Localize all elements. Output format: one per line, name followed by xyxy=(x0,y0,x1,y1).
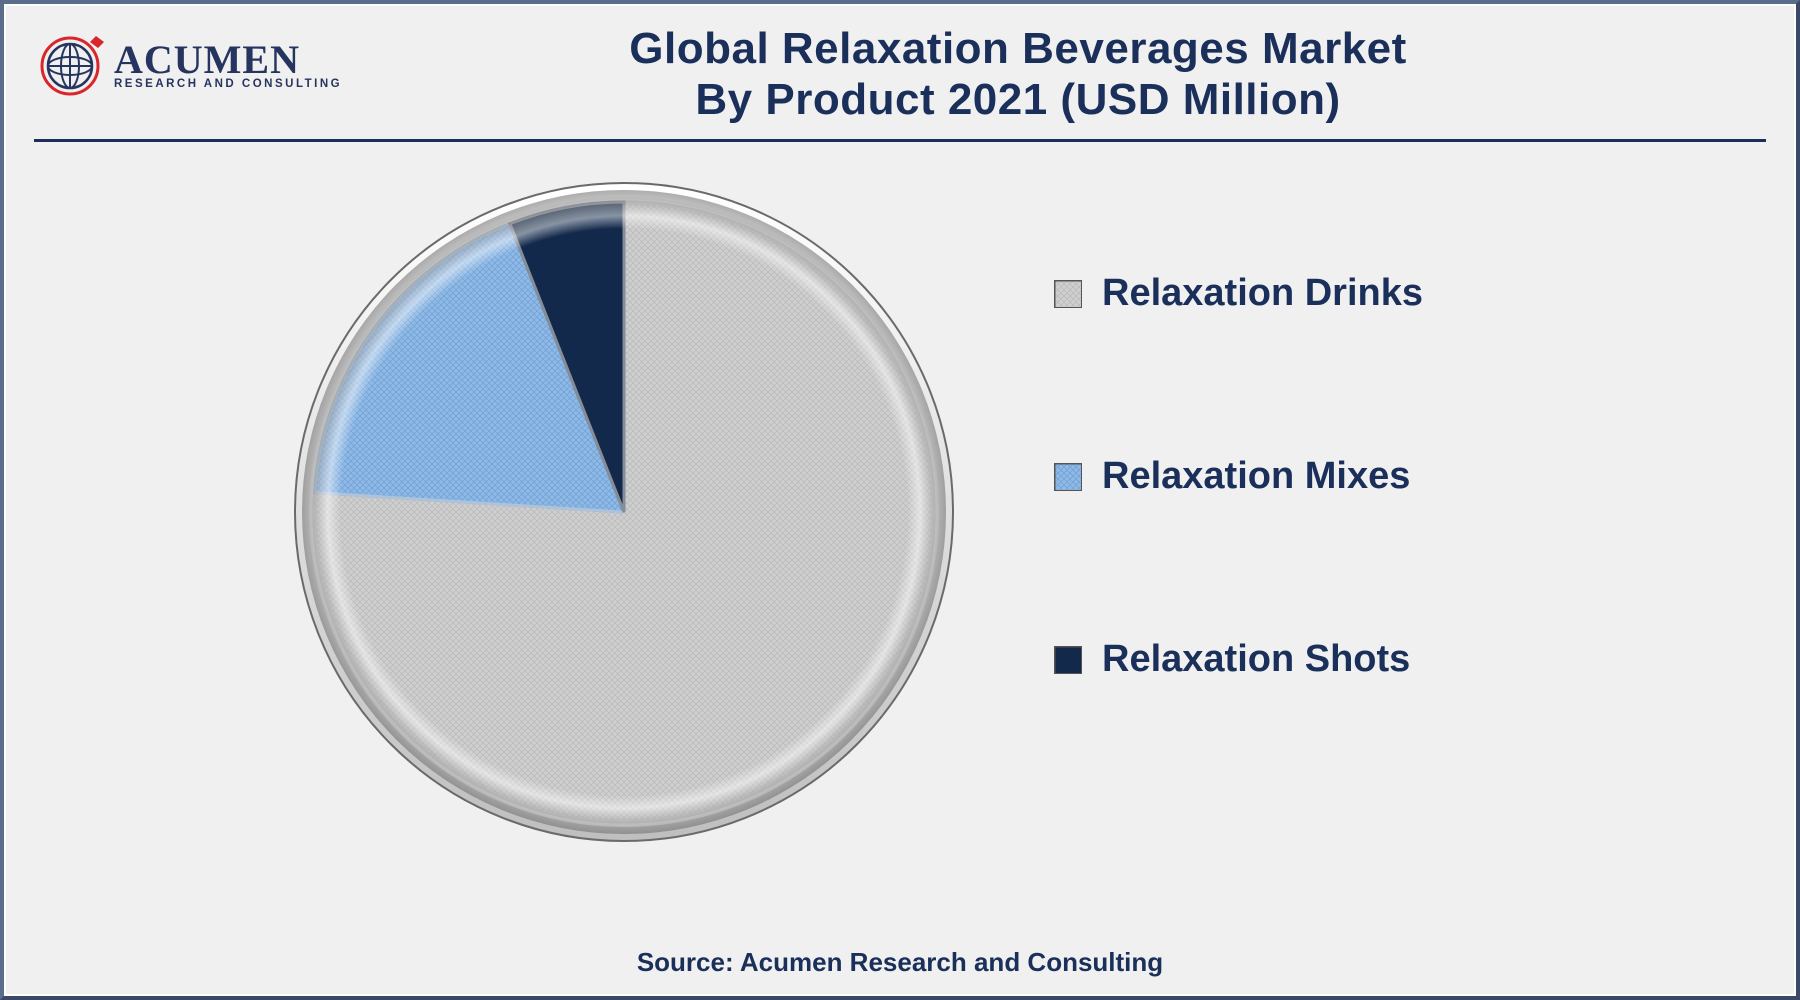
legend: Relaxation Drinks Relaxation Mixes Relax… xyxy=(1054,272,1654,821)
legend-label-shots: Relaxation Shots xyxy=(1102,638,1410,681)
acumen-logo: ACUMEN RESEARCH AND CONSULTING xyxy=(34,30,342,102)
chart-frame: ACUMEN RESEARCH AND CONSULTING Global Re… xyxy=(0,0,1800,1000)
legend-item-shots: Relaxation Shots xyxy=(1054,638,1654,681)
source-attribution: Source: Acumen Research and Consulting xyxy=(4,947,1796,978)
globe-icon xyxy=(34,30,106,102)
legend-label-drinks: Relaxation Drinks xyxy=(1102,272,1423,315)
legend-item-drinks: Relaxation Drinks xyxy=(1054,272,1654,315)
title-line-1: Global Relaxation Beverages Market xyxy=(360,24,1676,75)
logo-text-block: ACUMEN RESEARCH AND CONSULTING xyxy=(114,42,342,90)
logo-sub-text: RESEARCH AND CONSULTING xyxy=(114,78,342,90)
legend-swatch-shots xyxy=(1054,646,1082,674)
legend-item-mixes: Relaxation Mixes xyxy=(1054,455,1654,498)
legend-swatch-drinks xyxy=(1054,280,1082,308)
chart-title: Global Relaxation Beverages Market By Pr… xyxy=(360,24,1676,125)
logo-main-text: ACUMEN xyxy=(114,42,342,78)
title-line-2: By Product 2021 (USD Million) xyxy=(360,75,1676,126)
legend-label-mixes: Relaxation Mixes xyxy=(1102,455,1410,498)
legend-swatch-mixes xyxy=(1054,463,1082,491)
header-row: ACUMEN RESEARCH AND CONSULTING Global Re… xyxy=(34,24,1766,125)
chart-body: Relaxation Drinks Relaxation Mixes Relax… xyxy=(34,142,1766,902)
pie-chart xyxy=(294,182,954,842)
